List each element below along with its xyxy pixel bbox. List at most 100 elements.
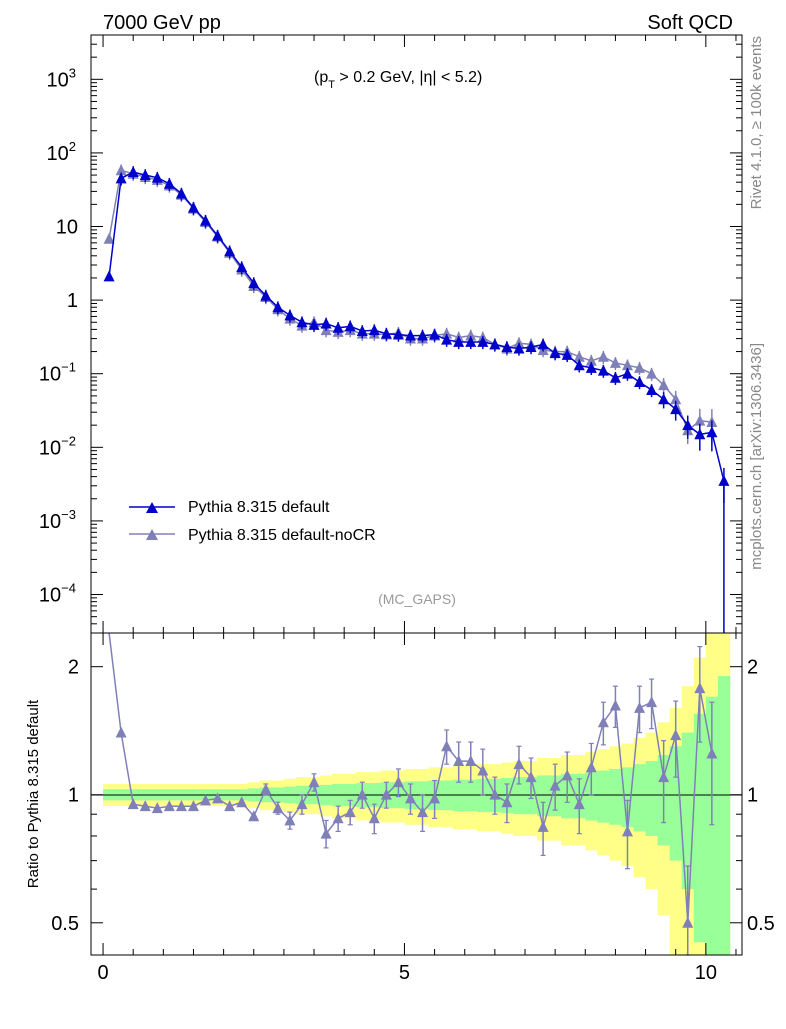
ratio-data-point [561, 769, 573, 781]
data-point [368, 324, 380, 336]
data-point [441, 327, 453, 339]
data-point [609, 371, 621, 383]
data-point [404, 329, 416, 341]
band-inner [609, 768, 622, 825]
data-point [200, 214, 212, 226]
ratio-data-point [296, 798, 308, 810]
ratio-data-point [573, 798, 585, 810]
ratio-data-point [115, 726, 127, 738]
data-point [212, 229, 224, 241]
mcplots-label: mcplots.cern.ch [arXiv:1306.3436] [748, 343, 765, 570]
cut-label: (pT > 0.2 GeV, |η| < 5.2) [314, 69, 482, 91]
data-point [417, 329, 429, 341]
data-point [308, 318, 320, 330]
ratio-data-point [429, 792, 441, 804]
ratio-data-point [658, 771, 670, 783]
main-ytick-label: 10−3 [39, 507, 76, 533]
ratio-xtick-label: 0 [97, 962, 108, 984]
data-point [356, 324, 368, 336]
ratio-data-point [597, 716, 609, 728]
data-point [585, 361, 597, 373]
data-point [682, 419, 694, 431]
series-line [108, 171, 725, 482]
ratio-data-point [646, 696, 658, 708]
ratio-data-point [139, 800, 151, 812]
ratio-data-point [621, 825, 633, 837]
band-inner [693, 713, 707, 943]
data-point [609, 356, 621, 368]
data-point [115, 172, 127, 184]
ratio-data-point [260, 783, 272, 795]
data-point [103, 232, 115, 244]
data-point [441, 333, 453, 345]
main-ytick-label: 10 [56, 217, 78, 239]
ratio-bands-layer [103, 633, 731, 955]
data-point [537, 338, 549, 350]
data-point [621, 367, 633, 379]
band-inner [597, 770, 610, 823]
data-point [453, 335, 465, 347]
data-point [380, 327, 392, 339]
data-point [573, 359, 585, 371]
ratio-data-point [585, 761, 597, 773]
ratio-data-point [332, 812, 344, 824]
cut-label-open: (p [314, 69, 328, 86]
ratio-frame [90, 632, 743, 956]
ratio-data-point [272, 802, 284, 814]
data-point [718, 474, 730, 486]
band-inner [621, 767, 634, 827]
data-point [561, 348, 573, 360]
data-point [163, 177, 175, 189]
ratio-ytick-label-left: 1 [68, 785, 79, 807]
data-point [465, 329, 477, 341]
ratio-data-point [513, 758, 525, 770]
data-point [332, 321, 344, 333]
ratio-ytick-label-right: 0.5 [747, 913, 775, 935]
ratio-data-point [441, 740, 453, 752]
data-point [248, 277, 260, 289]
data-point [585, 354, 597, 366]
data-point [646, 367, 658, 379]
data-point [658, 379, 670, 391]
data-point [139, 169, 151, 181]
ratio-data-point [175, 800, 187, 812]
data-point [634, 361, 646, 373]
ratio-xtick-label: 5 [399, 962, 410, 984]
ratio-data-point [634, 701, 646, 713]
data-point [465, 335, 477, 347]
ratio-data-point [200, 794, 212, 806]
series-default [103, 165, 730, 504]
ratio-axes-layer: 0.5 0.5 1 1 2 2 0 5 10 [51, 633, 775, 984]
cut-label-rest: > 0.2 GeV, |η| < 5.2) [335, 69, 482, 86]
data-point [260, 289, 272, 301]
data-point [573, 350, 585, 362]
ratio-data-point [501, 796, 513, 808]
ratio-data-point [392, 776, 404, 788]
ratio-data-point [308, 776, 320, 788]
ratio-data-point [404, 792, 416, 804]
data-point [670, 393, 682, 405]
band-inner [512, 777, 526, 815]
ratio-data-point [344, 806, 356, 818]
band-inner [645, 761, 658, 836]
data-point [127, 165, 139, 177]
ratio-data-point [236, 796, 248, 808]
data-point [694, 414, 706, 426]
data-point [224, 245, 236, 257]
ratio-data-point [380, 788, 392, 800]
series-line [108, 169, 712, 432]
ratio-data-point [356, 788, 368, 800]
main-ytick-label: 102 [47, 139, 76, 165]
ratio-data-point [417, 806, 429, 818]
ratio-data-point [670, 729, 682, 741]
main-ytick-label: 10−4 [39, 581, 76, 607]
ratio-ytick-label-left: 0.5 [51, 913, 79, 935]
main-ytick-label: 10−1 [39, 360, 76, 386]
ratio-ylabel: Ratio to Pythia 8.315 default [25, 699, 42, 888]
main-ytick-label: 10−2 [39, 433, 76, 459]
data-point [670, 403, 682, 415]
data-point [597, 350, 609, 362]
legend-entry-nocr: Pythia 8.315 default-noCR [129, 527, 376, 544]
header-right: Soft QCD [647, 12, 733, 34]
